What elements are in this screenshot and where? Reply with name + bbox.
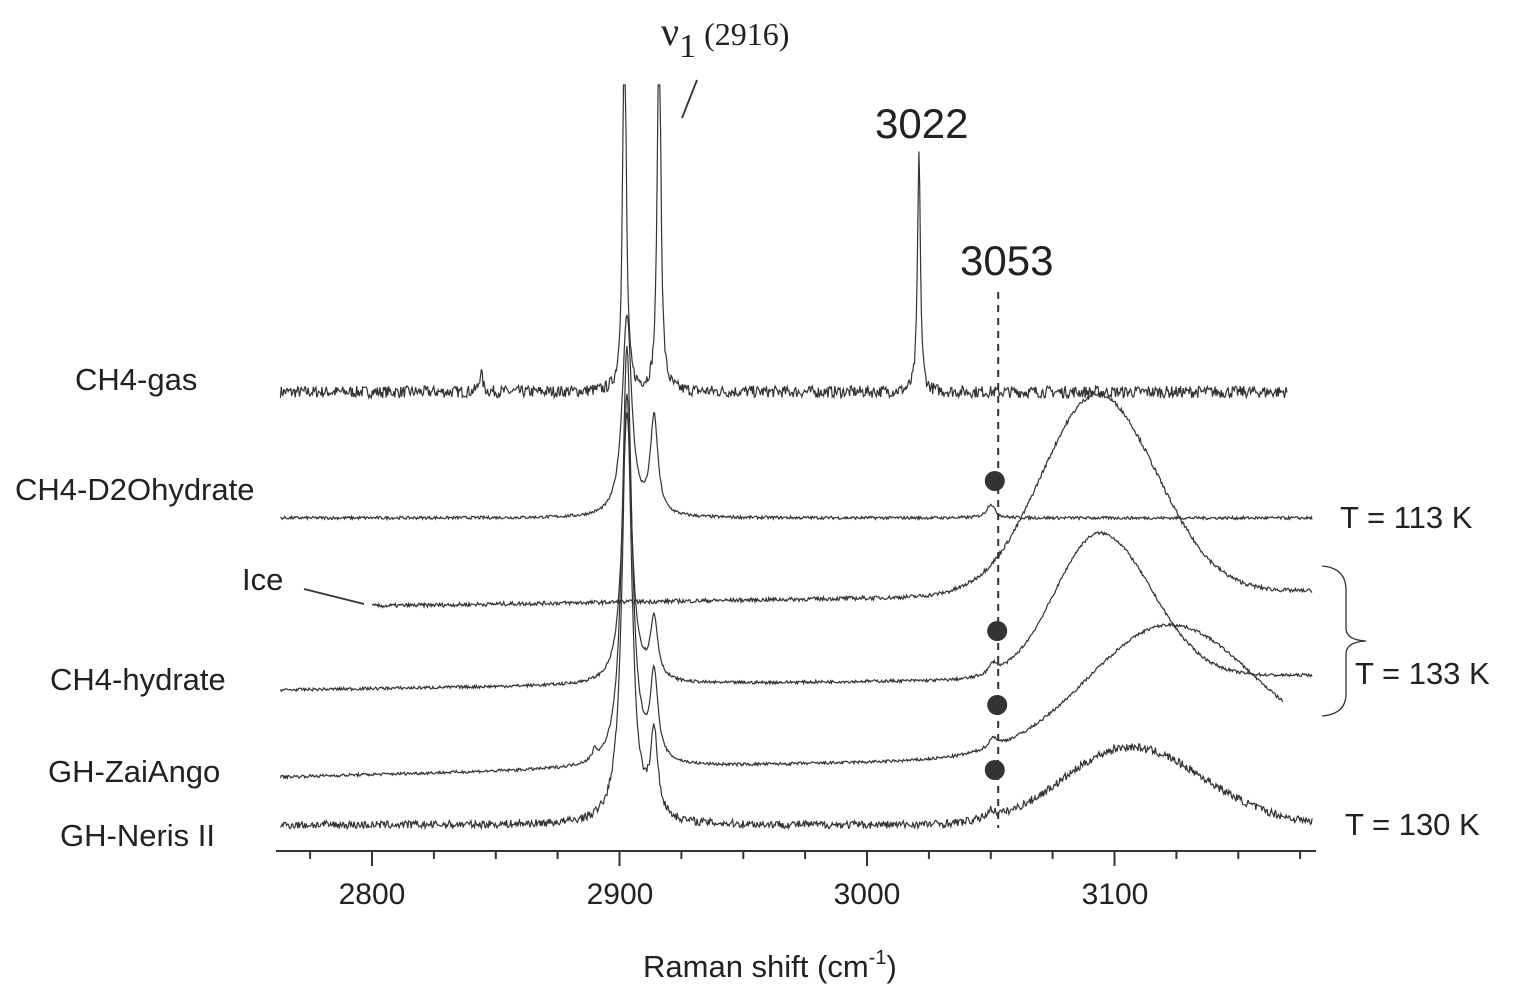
spectrum-line-ch4-hydrate [279,412,1313,693]
x-axis-label: Raman shift (cm-1) [643,947,897,984]
spectrum-line-ice [371,391,1313,610]
temperature-label-133k: T = 133 K [1355,656,1490,691]
series-label-ch4-hydrate: CH4-hydrate [50,662,226,697]
marker-dot-gh-neris-ii [984,760,1005,780]
x-tick-label-2800: 2800 [339,878,406,911]
temperature-label-130k: T = 130 K [1345,807,1480,842]
peak-label-3022: 3022 [875,100,968,147]
series-label-ch4-d2ohydrate: CH4-D2Ohydrate [15,472,254,507]
spectrum-line-ch4-d2ohydrate [280,314,1313,522]
marker-dot-ch4-d2ohydrate [984,471,1005,491]
peak-label-3053: 3053 [960,237,1053,284]
x-tick-label-3100: 3100 [1082,878,1149,911]
nu1-leader-line [681,79,698,119]
series-label-gh-neris-ii: GH-Neris II [60,818,215,853]
series-label-ch4-gas: CH4-gas [75,362,197,397]
temperature-label-113k: T = 113 K [1340,500,1473,535]
marker-dot-gh-zaiango [987,695,1008,715]
spectrum-line-gh-zaiango [279,345,1284,780]
nu1-annotation: ν1 (2916) [661,9,789,65]
series-label-ice: Ice [242,562,283,597]
temperature-brace [1321,565,1367,717]
spectrum-line-gh-neris-ii [279,393,1313,831]
x-tick-label-3000: 3000 [834,878,901,911]
ice-label-leader-line [303,588,365,605]
series-label-gh-zaiango: GH-ZaiAngo [48,754,220,789]
x-tick-label-2900: 2900 [587,878,654,911]
spectrum-line-ch4-gas [279,84,1288,400]
